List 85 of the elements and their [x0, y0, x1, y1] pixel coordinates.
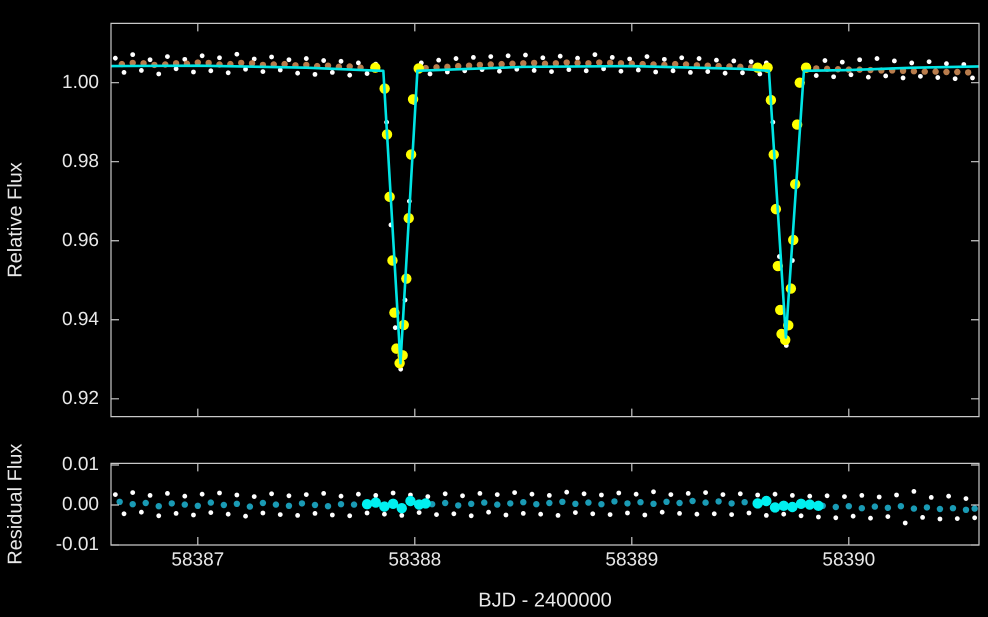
point: [741, 499, 748, 506]
point: [846, 503, 852, 510]
y-tick-label: 0.00: [62, 494, 99, 516]
point: [388, 498, 398, 509]
point: [362, 499, 372, 510]
point: [194, 502, 201, 509]
point: [298, 500, 306, 507]
point: [787, 502, 798, 512]
point: [546, 500, 553, 506]
point: [872, 503, 878, 510]
point: [312, 502, 318, 508]
x-tick-label: 58389: [605, 550, 658, 571]
x-tick-label: 58390: [822, 550, 876, 571]
point: [715, 498, 722, 505]
point: [234, 500, 240, 507]
point: [130, 501, 136, 508]
y-tick-label: -0.01: [56, 534, 99, 556]
point: [142, 500, 149, 506]
point: [572, 500, 579, 507]
point: [442, 500, 448, 506]
y-tick-label: 0.92: [62, 388, 99, 410]
point: [650, 500, 657, 507]
point: [494, 501, 500, 508]
point: [116, 498, 123, 505]
point: [858, 505, 866, 512]
point: [611, 498, 618, 505]
point: [770, 502, 780, 513]
point: [324, 503, 332, 510]
point: [663, 498, 670, 505]
point: [182, 501, 188, 508]
x-axis-title: BJD - 2400000: [478, 590, 612, 612]
point: [689, 498, 696, 504]
point: [379, 501, 390, 512]
point: [272, 501, 280, 508]
y-axis-title: Residual Flux: [4, 444, 27, 565]
point: [898, 503, 904, 510]
point: [637, 499, 644, 506]
y-axis-title: Relative Flux: [4, 162, 27, 278]
point: [405, 496, 416, 506]
point: [559, 498, 566, 505]
point: [481, 499, 488, 506]
y-tick-label: 0.94: [62, 309, 100, 330]
point: [884, 504, 892, 511]
x-tick-label: 58387: [171, 550, 224, 571]
point: [520, 499, 526, 506]
point: [220, 502, 228, 508]
point: [585, 499, 592, 506]
point: [804, 499, 815, 510]
point: [971, 505, 978, 512]
point: [370, 497, 381, 508]
y-tick-label: 0.96: [62, 230, 99, 251]
point: [950, 505, 956, 512]
point: [702, 499, 709, 506]
point: [156, 503, 162, 510]
point: [420, 498, 431, 509]
point: [832, 504, 839, 510]
point: [676, 500, 683, 506]
point: [752, 498, 763, 509]
point: [455, 502, 462, 509]
point: [924, 504, 930, 511]
point: [246, 503, 254, 510]
x-tick-label: 58388: [388, 550, 442, 571]
point: [796, 498, 806, 509]
point: [910, 505, 918, 512]
point: [168, 500, 175, 507]
point: [813, 500, 824, 511]
point: [350, 501, 358, 508]
point: [624, 500, 631, 507]
point: [761, 496, 772, 506]
point: [962, 506, 970, 513]
point: [208, 499, 214, 506]
y-tick-label: 0.01: [62, 454, 99, 476]
point: [507, 500, 514, 507]
point: [778, 500, 789, 511]
point: [338, 501, 344, 508]
y-tick-label: 0.98: [62, 150, 99, 172]
y-tick-label: 1.00: [62, 72, 99, 93]
point: [468, 500, 474, 507]
point: [396, 503, 407, 514]
point: [260, 500, 266, 506]
point: [936, 506, 944, 512]
point: [598, 501, 605, 508]
point: [533, 501, 540, 508]
point: [728, 500, 735, 507]
point: [286, 502, 292, 509]
